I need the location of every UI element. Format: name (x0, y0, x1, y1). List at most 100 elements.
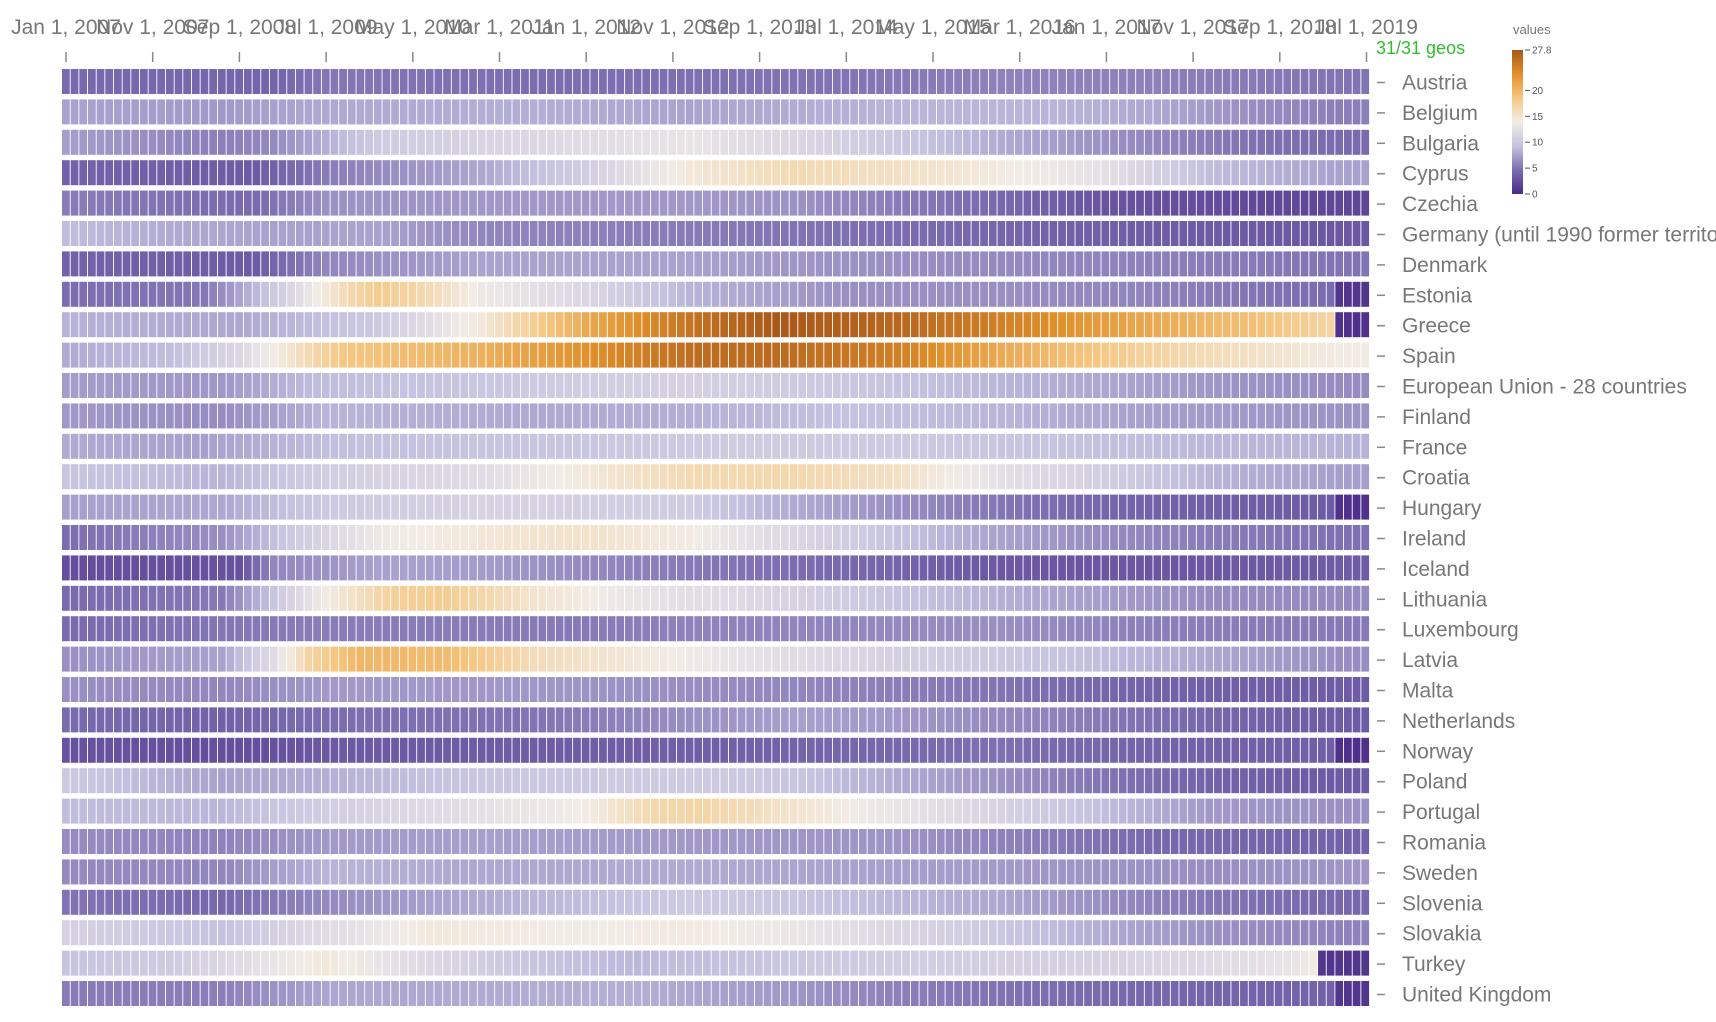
heatmap-cell[interactable] (677, 889, 685, 915)
heatmap-cell[interactable] (910, 464, 919, 490)
heatmap-cell[interactable] (867, 768, 876, 794)
heatmap-cell[interactable] (1153, 616, 1162, 642)
heatmap-cell[interactable] (148, 251, 157, 277)
heatmap-cell[interactable] (980, 646, 988, 672)
heatmap-cell[interactable] (295, 312, 304, 338)
heatmap-cell[interactable] (573, 281, 581, 307)
heatmap-cell[interactable] (928, 403, 936, 429)
heatmap-cell[interactable] (1205, 312, 1214, 338)
heatmap-cell[interactable] (1049, 69, 1058, 94)
heatmap-cell[interactable] (737, 464, 746, 490)
heatmap-cell[interactable] (616, 251, 625, 277)
heatmap-cell[interactable] (1326, 342, 1335, 368)
heatmap-cell[interactable] (1274, 251, 1283, 277)
heatmap-cell[interactable] (330, 585, 339, 611)
heatmap-cell[interactable] (1075, 737, 1084, 763)
heatmap-cell[interactable] (183, 798, 192, 824)
heatmap-cell[interactable] (96, 312, 105, 338)
heatmap-cell[interactable] (304, 677, 313, 702)
heatmap-cell[interactable] (261, 737, 269, 763)
heatmap-cell[interactable] (1231, 464, 1240, 490)
heatmap-cell[interactable] (469, 129, 477, 155)
heatmap-cell[interactable] (1023, 829, 1032, 854)
heatmap-cell[interactable] (1309, 190, 1318, 216)
heatmap-cell[interactable] (1240, 616, 1248, 642)
heatmap-cell[interactable] (1266, 190, 1274, 216)
heatmap-cell[interactable] (1101, 829, 1110, 854)
heatmap-cell[interactable] (1162, 69, 1170, 94)
heatmap-cell[interactable] (564, 677, 573, 702)
heatmap-cell[interactable] (832, 373, 841, 398)
heatmap-cell[interactable] (434, 160, 443, 186)
heatmap-cell[interactable] (87, 464, 96, 490)
heatmap-cell[interactable] (1118, 221, 1127, 246)
heatmap-cell[interactable] (1309, 616, 1318, 642)
heatmap-cell[interactable] (633, 677, 642, 702)
heatmap-cell[interactable] (269, 525, 278, 550)
heatmap-cell[interactable] (806, 829, 815, 854)
heatmap-cell[interactable] (1066, 342, 1075, 368)
heatmap-cell[interactable] (668, 69, 677, 94)
heatmap-cell[interactable] (651, 403, 659, 429)
heatmap-cell[interactable] (633, 798, 642, 824)
heatmap-cell[interactable] (1231, 281, 1240, 307)
heatmap-cell[interactable] (486, 129, 495, 155)
heatmap-cell[interactable] (1127, 160, 1136, 186)
heatmap-cell[interactable] (798, 707, 807, 733)
heatmap-cell[interactable] (625, 281, 633, 307)
heatmap-cell[interactable] (62, 342, 70, 368)
heatmap-cell[interactable] (1092, 798, 1101, 824)
heatmap-cell[interactable] (1240, 99, 1248, 125)
heatmap-cell[interactable] (469, 494, 477, 520)
heatmap-cell[interactable] (1170, 69, 1179, 94)
heatmap-cell[interactable] (1309, 829, 1318, 854)
heatmap-cell[interactable] (815, 494, 824, 520)
heatmap-cell[interactable] (79, 221, 88, 246)
heatmap-cell[interactable] (157, 251, 166, 277)
heatmap-cell[interactable] (668, 312, 677, 338)
heatmap-cell[interactable] (850, 373, 859, 398)
heatmap-cell[interactable] (1049, 525, 1058, 550)
heatmap-cell[interactable] (408, 950, 417, 976)
heatmap-cell[interactable] (486, 403, 495, 429)
heatmap-cell[interactable] (971, 69, 980, 94)
heatmap-cell[interactable] (131, 920, 140, 946)
heatmap-cell[interactable] (1274, 281, 1283, 307)
heatmap-cell[interactable] (529, 707, 538, 733)
heatmap-cell[interactable] (1266, 342, 1274, 368)
heatmap-cell[interactable] (754, 373, 763, 398)
heatmap-cell[interactable] (867, 585, 876, 611)
heatmap-cell[interactable] (936, 677, 945, 702)
heatmap-cell[interactable] (1101, 129, 1110, 155)
heatmap-cell[interactable] (87, 160, 96, 186)
heatmap-cell[interactable] (633, 129, 642, 155)
heatmap-cell[interactable] (261, 555, 269, 581)
heatmap-cell[interactable] (486, 585, 495, 611)
heatmap-cell[interactable] (1318, 555, 1326, 581)
heatmap-cell[interactable] (1266, 433, 1274, 459)
heatmap-cell[interactable] (1283, 373, 1292, 398)
heatmap-cell[interactable] (789, 829, 798, 854)
heatmap-cell[interactable] (728, 129, 737, 155)
heatmap-cell[interactable] (555, 798, 564, 824)
heatmap-cell[interactable] (347, 69, 356, 94)
heatmap-cell[interactable] (1040, 190, 1049, 216)
heatmap-cell[interactable] (980, 950, 988, 976)
heatmap-cell[interactable] (1058, 99, 1066, 125)
heatmap-cell[interactable] (694, 555, 703, 581)
heatmap-cell[interactable] (339, 950, 347, 976)
heatmap-cell[interactable] (1092, 494, 1101, 520)
heatmap-cell[interactable] (139, 342, 148, 368)
heatmap-cell[interactable] (1335, 616, 1344, 642)
heatmap-cell[interactable] (434, 646, 443, 672)
heatmap-cell[interactable] (867, 342, 876, 368)
heatmap-cell[interactable] (243, 889, 252, 915)
heatmap-cell[interactable] (1084, 798, 1092, 824)
heatmap-cell[interactable] (1188, 829, 1196, 854)
heatmap-cell[interactable] (772, 99, 781, 125)
heatmap-cell[interactable] (105, 889, 114, 915)
heatmap-cell[interactable] (105, 160, 114, 186)
heatmap-cell[interactable] (815, 403, 824, 429)
heatmap-cell[interactable] (321, 160, 330, 186)
heatmap-cell[interactable] (287, 585, 295, 611)
